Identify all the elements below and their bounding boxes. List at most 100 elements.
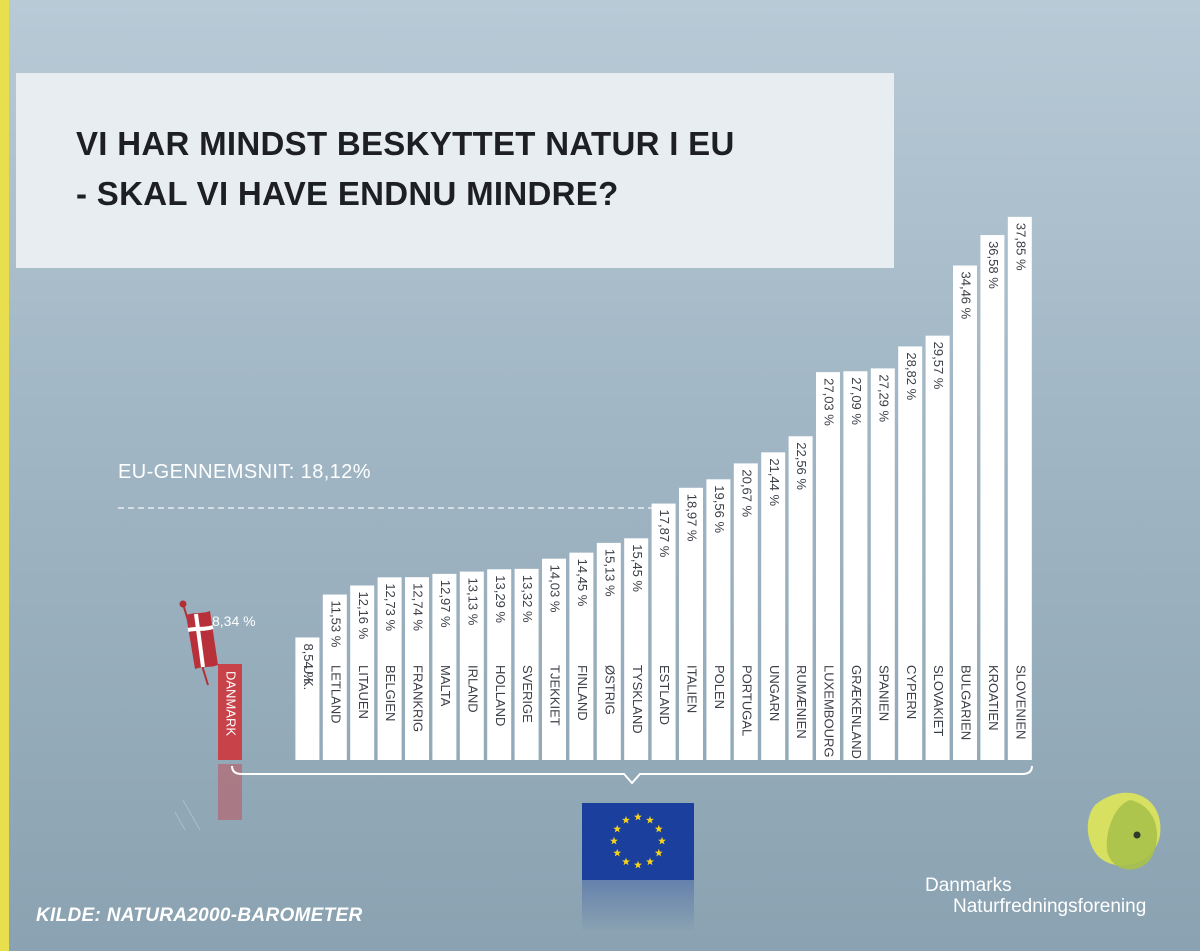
value-label-italien: 18,97 % bbox=[685, 494, 700, 542]
category-label-ungarn: UNGARN bbox=[767, 665, 782, 721]
eu-star-icon bbox=[634, 812, 642, 821]
eu-star-icon bbox=[622, 857, 630, 866]
bar-bulgarien bbox=[953, 265, 977, 760]
eu-star-icon bbox=[613, 848, 622, 857]
value-label-slovakiet: 29,57 % bbox=[931, 342, 946, 390]
category-label-slovakiet: SLOVAKIET bbox=[931, 665, 946, 736]
source-label: KILDE: NATURA2000-BAROMETER bbox=[36, 905, 363, 926]
eu-average-label: EU-GENNEMSNIT: 18,12% bbox=[118, 461, 371, 483]
bar-estland bbox=[651, 503, 676, 760]
flag-pole-top bbox=[179, 600, 187, 608]
value-label-rumænien: 22,56 % bbox=[794, 442, 809, 490]
bar-belgien bbox=[377, 577, 402, 760]
accent-stripe bbox=[0, 0, 9, 951]
bar-rumænien bbox=[788, 436, 813, 760]
eu-star-icon bbox=[646, 816, 654, 824]
bar-cypern bbox=[898, 346, 923, 760]
eu-star-icon bbox=[646, 857, 654, 866]
bracket-brace bbox=[231, 765, 1033, 785]
category-label-bulgarien: BULGARIEN bbox=[959, 665, 974, 740]
category-label-u.k.: U.K. bbox=[301, 665, 316, 690]
value-label-ungarn: 21,44 % bbox=[767, 458, 782, 506]
category-label-belgien: BELGIEN bbox=[383, 665, 398, 721]
value-label-irland: 13,13 % bbox=[465, 578, 480, 626]
category-label-slovenien: SLOVENIEN bbox=[1013, 665, 1028, 739]
value-label-tyskland: 15,45 % bbox=[630, 544, 645, 592]
bar-tyskland bbox=[624, 538, 649, 760]
value-label-sverige: 13,32 % bbox=[520, 575, 535, 623]
bar-østrig bbox=[596, 542, 621, 760]
category-label-østrig: ØSTRIG bbox=[602, 665, 617, 715]
bar-finland bbox=[569, 552, 594, 760]
bar-slovenien bbox=[1007, 216, 1032, 761]
value-label-holland: 13,29 % bbox=[493, 575, 508, 623]
flag-cross-vertical bbox=[194, 613, 205, 668]
bars-layer bbox=[218, 216, 1032, 820]
value-label-bulgarien: 34,46 % bbox=[959, 271, 974, 319]
eu-star-icon bbox=[622, 816, 630, 824]
bar-litauen bbox=[350, 585, 375, 760]
bar-tjekkiet bbox=[542, 558, 566, 760]
labels-layer: DANMARK 8,54 %U.K. 11,53 % LETLAND 12,16 % LI… bbox=[224, 223, 1029, 759]
eu-star-icon bbox=[658, 836, 666, 845]
bar-spanien bbox=[870, 368, 895, 760]
category-label-tjekkiet: TJEKKIET bbox=[548, 665, 563, 726]
value-label-u.k.: 8,54 % bbox=[301, 643, 316, 684]
flag-reflection bbox=[174, 799, 201, 831]
bar-polen bbox=[706, 479, 731, 760]
flag-cross-horizontal bbox=[187, 625, 214, 632]
category-label-irland: IRLAND bbox=[465, 665, 480, 713]
category-label-polen: POLEN bbox=[712, 665, 727, 709]
bar-danmark bbox=[218, 664, 242, 760]
value-label-luxembourg: 27,03 % bbox=[822, 378, 837, 426]
eu-flag-icon bbox=[582, 803, 694, 880]
value-label-malta: 12,97 % bbox=[438, 580, 453, 628]
eu-star-icon bbox=[613, 824, 622, 833]
eu-flag-reflection bbox=[582, 880, 694, 932]
category-label-litauen: LITAUEN bbox=[356, 665, 371, 719]
bar-u.k. bbox=[295, 637, 320, 760]
bar-letland bbox=[322, 594, 347, 760]
bar-malta bbox=[432, 573, 457, 760]
flag-cloth bbox=[186, 611, 218, 669]
bar-slovakiet bbox=[925, 335, 950, 760]
category-label-tyskland: TYSKLAND bbox=[630, 665, 645, 734]
value-label-litauen: 12,16 % bbox=[356, 592, 371, 640]
bar-luxembourg bbox=[816, 372, 840, 760]
category-label-rumænien: RUMÆNIEN bbox=[794, 665, 809, 739]
value-label-finland: 14,45 % bbox=[575, 559, 590, 607]
bar-irland bbox=[459, 571, 484, 760]
category-label-holland: HOLLAND bbox=[493, 665, 508, 726]
value-label-letland: 11,53 % bbox=[328, 601, 343, 648]
eu-star-icon bbox=[654, 848, 663, 857]
bar-danmark-reflection bbox=[218, 764, 242, 820]
category-label-letland: LETLAND bbox=[328, 665, 343, 724]
bar-kroatien bbox=[980, 235, 1005, 760]
value-label-belgien: 12,73 % bbox=[383, 583, 398, 631]
category-label-malta: MALTA bbox=[438, 665, 453, 707]
value-label-slovenien: 37,85 % bbox=[1013, 223, 1028, 271]
brand-name-line-1: Danmarks bbox=[925, 875, 1012, 896]
category-label-finland: FINLAND bbox=[575, 665, 590, 721]
eu-star-icon bbox=[610, 836, 618, 845]
value-label-cypern: 28,82 % bbox=[904, 352, 919, 400]
title-line-2: - SKAL VI HAVE ENDNU MINDRE? bbox=[76, 175, 619, 212]
category-label-cypern: CYPERN bbox=[904, 665, 919, 719]
brand-name-line-2: Naturfredningsforening bbox=[953, 896, 1147, 917]
bar-portugal bbox=[733, 463, 758, 760]
title-line-1: VI HAR MINDST BESKYTTET NATUR I EU bbox=[76, 125, 735, 162]
category-label-luxembourg: LUXEMBOURG bbox=[822, 665, 837, 757]
value-label-estland: 17,87 % bbox=[657, 510, 672, 558]
value-label-kroatien: 36,58 % bbox=[986, 241, 1001, 289]
bar-holland bbox=[487, 569, 512, 760]
title-box: VI HAR MINDST BESKYTTET NATUR I EU - SKA… bbox=[16, 73, 894, 268]
category-label-italien: ITALIEN bbox=[685, 665, 700, 713]
category-label-kroatien: KROATIEN bbox=[986, 665, 1001, 731]
value-label-frankrig: 12,74 % bbox=[411, 583, 426, 631]
value-label-grækenland: 27,09 % bbox=[849, 377, 864, 425]
category-label-frankrig: FRANKRIG bbox=[411, 665, 426, 732]
value-label-portugal: 20,67 % bbox=[739, 469, 754, 517]
bar-sverige bbox=[514, 568, 539, 760]
brand-name: Danmarks Naturfredningsforening bbox=[925, 875, 1146, 917]
